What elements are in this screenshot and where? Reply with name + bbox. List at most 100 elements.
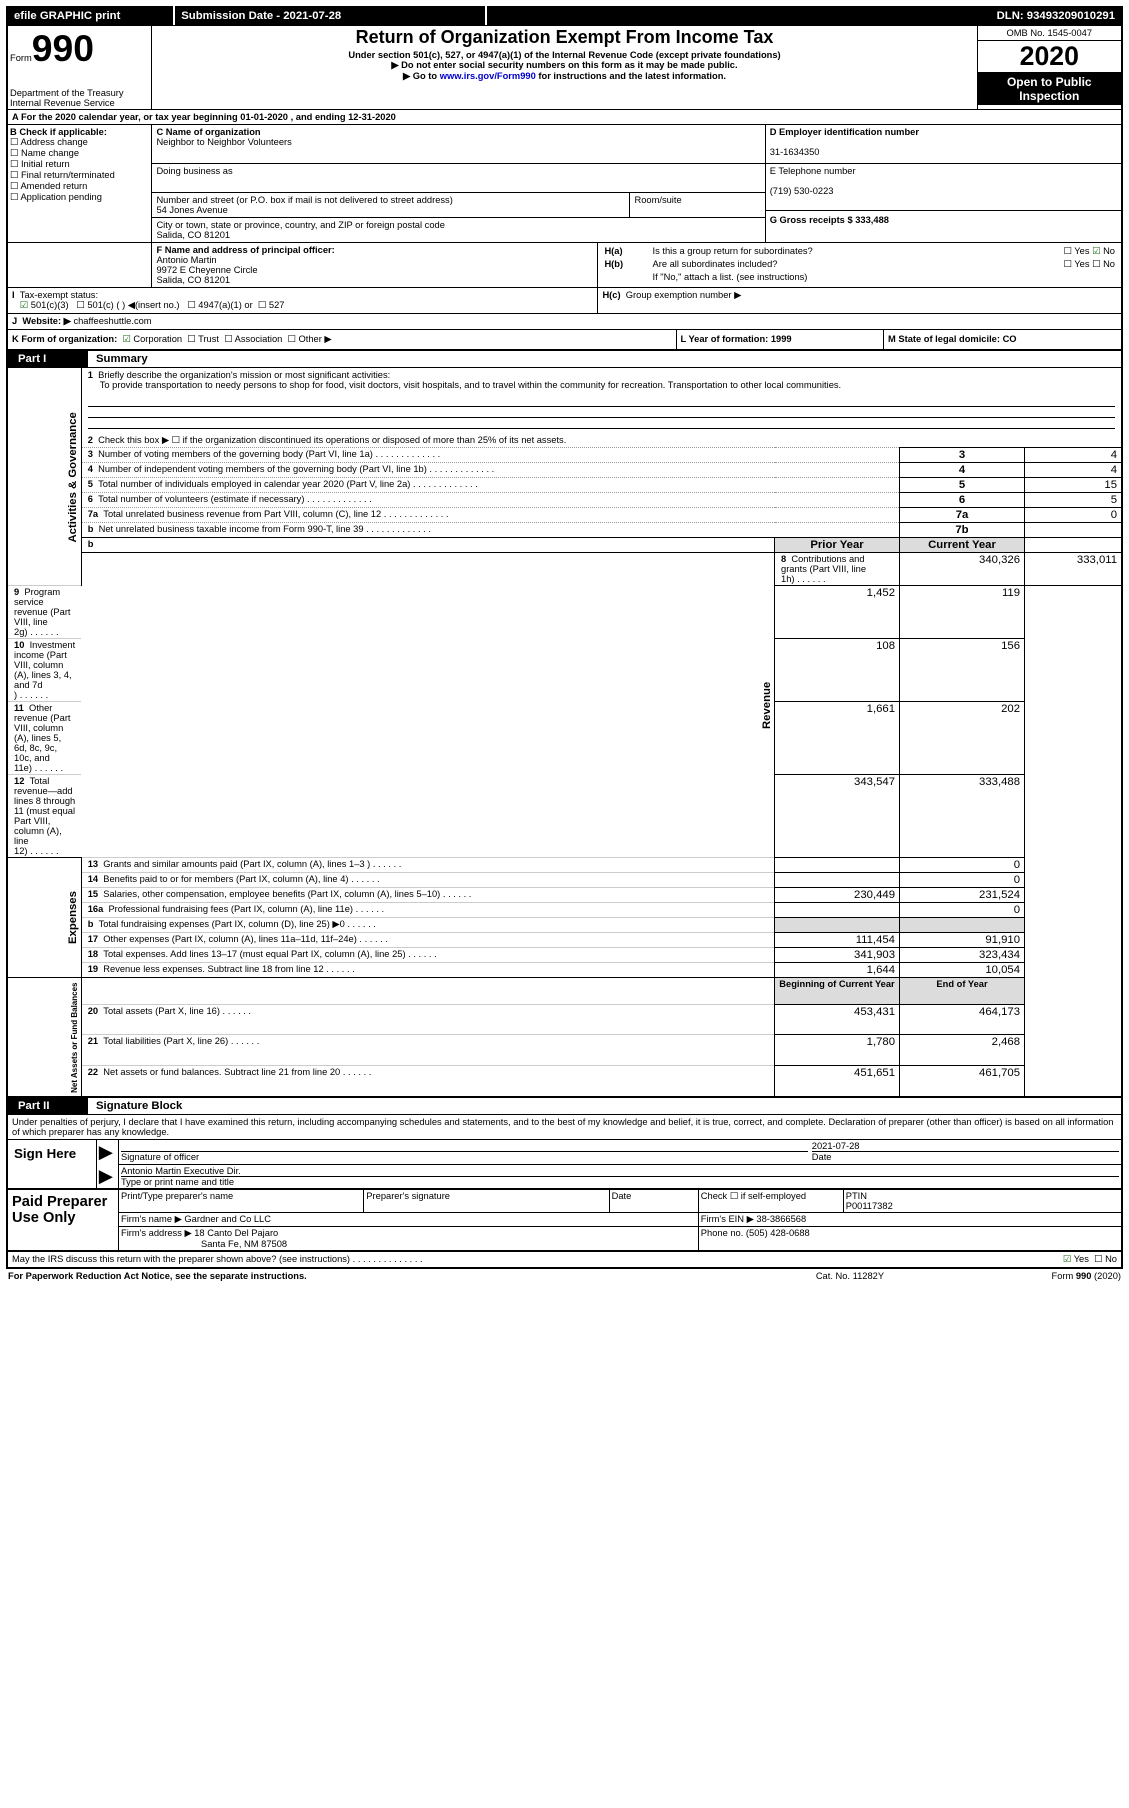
firmn-l: Firm's name ▶ bbox=[121, 1214, 182, 1224]
firm: Gardner and Co LLC bbox=[184, 1214, 271, 1224]
sub2: ▶ Do not enter social security numbers o… bbox=[391, 60, 737, 70]
declaration: Under penalties of perjury, I declare th… bbox=[6, 1115, 1123, 1140]
fein-v: 38-3866568 bbox=[756, 1214, 806, 1224]
c-name-label: C Name of organization bbox=[156, 127, 260, 137]
form-990: 990 bbox=[32, 27, 94, 69]
header: Form990 Department of the Treasury Inter… bbox=[6, 25, 1123, 110]
sigoff: Signature of officer bbox=[121, 1152, 199, 1162]
hb-no[interactable] bbox=[1092, 259, 1103, 269]
irs-no[interactable] bbox=[1094, 1254, 1105, 1264]
part2-title: Signature Block bbox=[88, 1098, 1122, 1115]
ph: (505) 428-0688 bbox=[746, 1228, 810, 1238]
hdr-cy: Current Year bbox=[900, 538, 1025, 553]
city-label: City or town, state or province, country… bbox=[156, 220, 444, 230]
submission-date: Submission Date - 2021-07-28 bbox=[181, 10, 341, 22]
addr-label: Number and street (or P.O. box if mail i… bbox=[156, 195, 452, 205]
addr2: Santa Fe, NM 87508 bbox=[201, 1239, 287, 1249]
hdr-boy: Beginning of Current Year bbox=[775, 978, 900, 1005]
hdr-py: Prior Year bbox=[775, 538, 900, 553]
chk-501c[interactable] bbox=[76, 300, 87, 310]
chk-4947[interactable] bbox=[187, 300, 198, 310]
ppn: Print/Type preparer's name bbox=[119, 1190, 364, 1213]
sign-caret1: ▶ bbox=[96, 1140, 118, 1164]
vert-na: Net Assets or Fund Balances bbox=[7, 978, 81, 1098]
ein: 31-1634350 bbox=[770, 147, 820, 157]
hc: Group exemption number ▶ bbox=[626, 290, 742, 300]
irs-discuss: May the IRS discuss this return with the… bbox=[12, 1254, 350, 1264]
chk-527[interactable] bbox=[258, 300, 269, 310]
vert-ag: Activities & Governance bbox=[7, 368, 81, 586]
typed-label: Type or print name and title bbox=[121, 1177, 234, 1187]
date-label: Date bbox=[812, 1152, 832, 1162]
pdate: Date bbox=[609, 1190, 698, 1213]
chk-amend[interactable] bbox=[10, 181, 20, 191]
hdr-eoy: End of Year bbox=[900, 978, 1025, 1005]
d-label: D Employer identification number bbox=[770, 127, 919, 137]
psig: Preparer's signature bbox=[364, 1190, 609, 1213]
k-label: K Form of organization: bbox=[12, 334, 117, 344]
footer-left: For Paperwork Reduction Act Notice, see … bbox=[6, 1270, 760, 1282]
chk-501c3[interactable] bbox=[20, 300, 31, 310]
tax-year: 2020 bbox=[978, 41, 1121, 73]
chk-name[interactable] bbox=[10, 148, 21, 158]
dba-label: Doing business as bbox=[152, 164, 764, 193]
chk-trust[interactable] bbox=[187, 334, 198, 344]
fein-l: Firm's EIN ▶ bbox=[701, 1214, 754, 1224]
efile-label[interactable]: efile GRAPHIC print bbox=[14, 10, 120, 22]
ph-l: Phone no. bbox=[701, 1228, 744, 1238]
f-label: F Name and address of principal officer: bbox=[156, 245, 334, 255]
form-title: Return of Organization Exempt From Incom… bbox=[154, 27, 974, 48]
f-h-block: F Name and address of principal officer:… bbox=[6, 242, 1123, 287]
pself[interactable]: Check ☐ if self-employed bbox=[698, 1190, 843, 1213]
dept1: Department of the Treasury bbox=[10, 88, 149, 98]
l1b: To provide transportation to needy perso… bbox=[100, 380, 1115, 390]
l2: Check this box ▶ ☐ if the organization d… bbox=[98, 435, 566, 445]
form-word: Form bbox=[10, 53, 32, 63]
ha-yes[interactable] bbox=[1063, 246, 1074, 256]
footer-mid: Cat. No. 11282Y bbox=[760, 1270, 940, 1282]
footer-right: Form 990 (2020) bbox=[940, 1270, 1123, 1282]
street: 54 Jones Avenue bbox=[156, 205, 227, 215]
city: Salida, CO 81201 bbox=[156, 230, 230, 240]
chk-addr[interactable] bbox=[10, 137, 20, 147]
paid-preparer: Paid Preparer Use Only bbox=[7, 1190, 119, 1252]
chk-app[interactable] bbox=[10, 192, 20, 202]
j-label: Website: ▶ bbox=[22, 316, 70, 326]
officer-addr2: Salida, CO 81201 bbox=[156, 275, 230, 285]
topbar: efile GRAPHIC print Submission Date - 20… bbox=[6, 6, 1123, 25]
org-name: Neighbor to Neighbor Volunteers bbox=[156, 137, 291, 147]
l1a: Briefly describe the organization's miss… bbox=[98, 370, 390, 380]
ptin-v: P00117382 bbox=[846, 1201, 893, 1211]
room-label: Room/suite bbox=[630, 193, 765, 218]
sigdate: 2021-07-28 bbox=[812, 1141, 860, 1151]
summary-table: Activities & Governance 1 Briefly descri… bbox=[6, 368, 1123, 1098]
chk-init[interactable] bbox=[10, 159, 21, 169]
l-label: L Year of formation: 1999 bbox=[681, 334, 792, 344]
omb: OMB No. 1545-0047 bbox=[978, 26, 1121, 41]
irs-yes[interactable] bbox=[1063, 1254, 1074, 1264]
chk-final[interactable] bbox=[10, 170, 21, 180]
part1-title: Summary bbox=[88, 351, 1122, 368]
vert-exp: Expenses bbox=[7, 858, 81, 978]
hb-yes[interactable] bbox=[1063, 259, 1074, 269]
chk-other[interactable] bbox=[288, 334, 299, 344]
firma-l: Firm's address ▶ bbox=[121, 1228, 192, 1238]
line-a: A For the 2020 calendar year, or tax yea… bbox=[7, 110, 1122, 125]
i-label: Tax-exempt status: bbox=[20, 290, 98, 300]
hb: Are all subordinates included? bbox=[651, 258, 1000, 271]
addr1: 18 Canto Del Pajaro bbox=[194, 1228, 278, 1238]
e-label: E Telephone number bbox=[770, 166, 856, 176]
chk-assoc[interactable] bbox=[224, 334, 234, 344]
sub3a: ▶ Go to bbox=[403, 71, 440, 81]
sub1: Under section 501(c), 527, or 4947(a)(1)… bbox=[348, 50, 780, 60]
dln: DLN: 93493209010291 bbox=[997, 10, 1115, 22]
chk-corp[interactable] bbox=[122, 334, 133, 344]
b-through-g: B Check if applicable: Address change Na… bbox=[6, 125, 1123, 242]
phone: (719) 530-0223 bbox=[770, 186, 834, 196]
m-label: M State of legal domicile: CO bbox=[888, 334, 1017, 344]
ha-no[interactable] bbox=[1092, 246, 1103, 256]
g-label: G Gross receipts $ 333,488 bbox=[770, 215, 889, 225]
ptin-l: PTIN bbox=[846, 1191, 867, 1201]
part2-tab: Part II bbox=[7, 1098, 88, 1115]
form990-link[interactable]: www.irs.gov/Form990 bbox=[440, 71, 536, 81]
